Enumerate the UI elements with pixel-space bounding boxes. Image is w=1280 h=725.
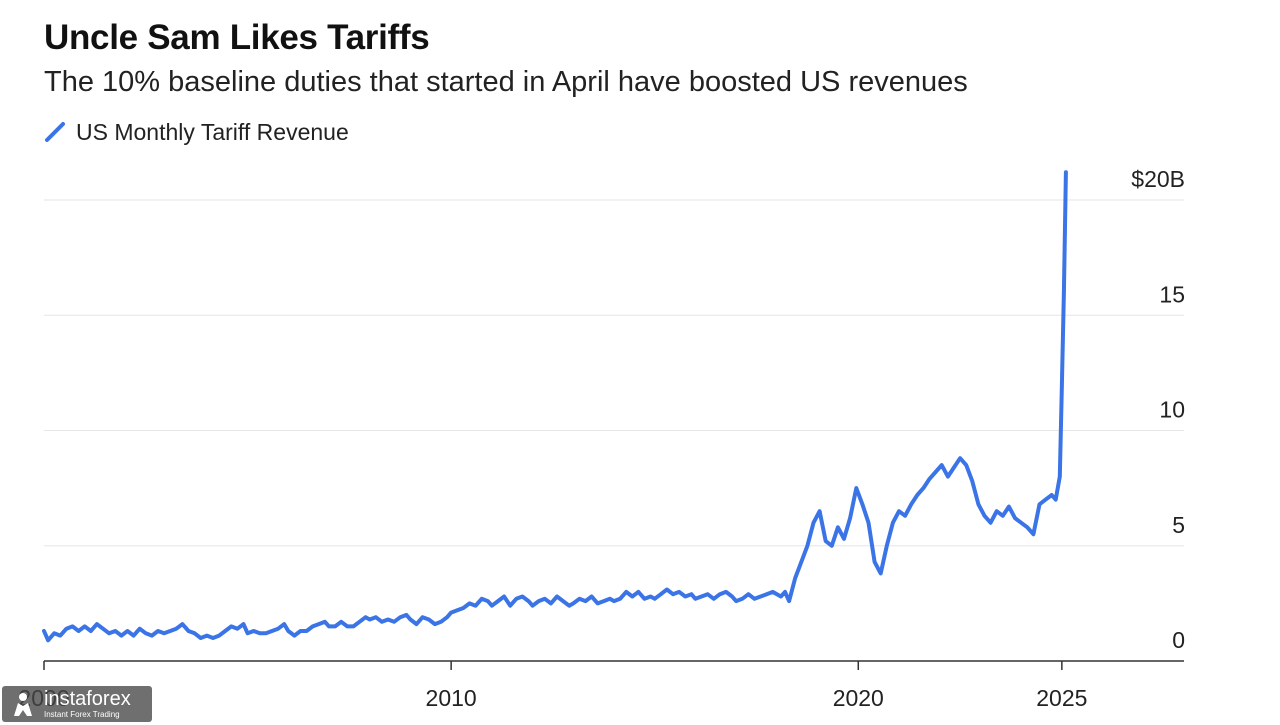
x-axis: [43, 660, 1184, 670]
watermark: instaforex Instant Forex Trading: [2, 686, 152, 722]
series-line-0: [42, 170, 1068, 643]
x-tick-label-2010: 2010: [426, 685, 477, 711]
x-axis-labels: 2000201020202025: [18, 685, 1087, 711]
y-axis-labels: 0 5 10 15 $20B: [1131, 166, 1185, 653]
y-tick-label-5: 5: [1172, 512, 1185, 538]
y-tick-label-10: 10: [1159, 397, 1185, 423]
watermark-brand: instaforex: [44, 688, 131, 710]
y-tick-label-20: $20B: [1131, 166, 1185, 192]
series-layer: [42, 170, 1068, 643]
instaforex-logo-icon: [14, 693, 32, 716]
x-tick-label-2020: 2020: [833, 685, 884, 711]
chart-title: Uncle Sam Likes Tariffs: [44, 18, 430, 57]
legend-label: US Monthly Tariff Revenue: [76, 118, 349, 145]
watermark-tagline: Instant Forex Trading: [44, 710, 120, 719]
legend: US Monthly Tariff Revenue: [44, 117, 349, 147]
y-tick-label-0: 0: [1172, 627, 1185, 653]
chart-subtitle: The 10% baseline duties that started in …: [44, 66, 968, 98]
grid-lines: [44, 199, 1184, 547]
legend-swatch: [45, 122, 65, 142]
x-tick-label-2025: 2025: [1036, 685, 1087, 711]
y-tick-label-15: 15: [1159, 281, 1185, 307]
